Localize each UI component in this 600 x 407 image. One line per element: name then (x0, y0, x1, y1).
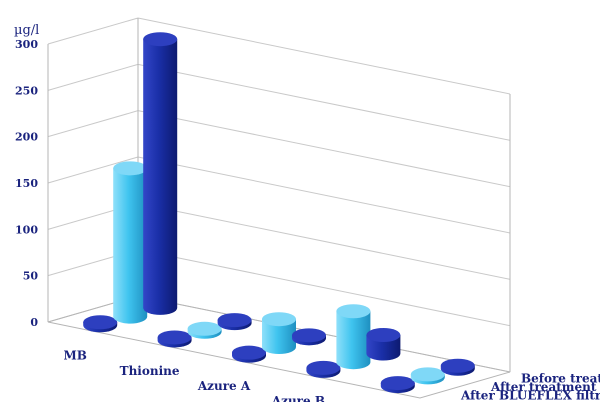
bar (217, 313, 252, 331)
bar-top (262, 312, 296, 327)
x-tick-label: Azure A (197, 379, 251, 393)
series-label: After BLUEFLEX filtration (460, 389, 600, 402)
gridline-left (47, 63, 139, 91)
gridline-left (47, 17, 139, 45)
bar-top (113, 161, 148, 176)
bar-top (83, 315, 118, 330)
bar (440, 358, 475, 376)
bar (83, 315, 118, 333)
y-tick-label: 150 (15, 177, 38, 190)
bar (187, 321, 222, 339)
x-tick-label: Azure B (271, 394, 325, 402)
y-tick-label: 100 (15, 223, 38, 236)
bar-top (232, 345, 266, 360)
series-label: After treatment (490, 380, 597, 394)
y-tick-label: 50 (23, 270, 39, 283)
gridline-left (47, 156, 139, 184)
y-tick-label: 200 (15, 131, 38, 144)
unit-label: µg/l (14, 23, 39, 38)
series-label: Before treatment (521, 371, 600, 385)
gridline-left (47, 110, 139, 138)
bar-top (410, 367, 445, 382)
bar (336, 304, 371, 370)
bar (143, 32, 178, 315)
bar-top (292, 328, 326, 343)
bar-body (143, 39, 178, 315)
bar (113, 161, 148, 324)
bars-layer (83, 32, 475, 394)
gridline-back (137, 202, 511, 280)
y-tick-label: 300 (15, 38, 38, 51)
bar (380, 376, 415, 394)
gridline-back (137, 110, 511, 188)
bar (232, 345, 266, 363)
bar-top (366, 328, 401, 342)
bar (306, 360, 341, 378)
gridline-back (137, 156, 511, 234)
bar (157, 330, 192, 348)
labels-layer: µg/l 0 50 100 150 200 250 300 MB Thionine Azure A… (14, 23, 600, 407)
bar-top (157, 330, 192, 345)
y-tick-label: 0 (30, 316, 38, 329)
bar (262, 312, 296, 354)
bar-top (187, 321, 222, 336)
gridline-back (137, 63, 511, 141)
bar-body (366, 335, 401, 361)
bar (366, 328, 401, 361)
bar-top (143, 32, 178, 47)
y-tick-label: 250 (15, 84, 38, 97)
bar-top (440, 358, 475, 373)
x-tick-label: MB (63, 349, 86, 363)
x-tick-label: Thionine (120, 364, 180, 378)
bar (410, 367, 445, 385)
bar-body (262, 319, 296, 354)
gridline-back (137, 17, 511, 95)
bar-body (336, 311, 371, 370)
bar-top (306, 360, 341, 375)
bar (292, 328, 326, 346)
bar-top (380, 376, 415, 391)
grid-layer (47, 17, 511, 399)
gridline-back (137, 249, 511, 327)
bar-top (336, 304, 371, 319)
bar-body (113, 168, 148, 324)
chart-floor (47, 295, 511, 399)
bar-top (217, 313, 252, 328)
